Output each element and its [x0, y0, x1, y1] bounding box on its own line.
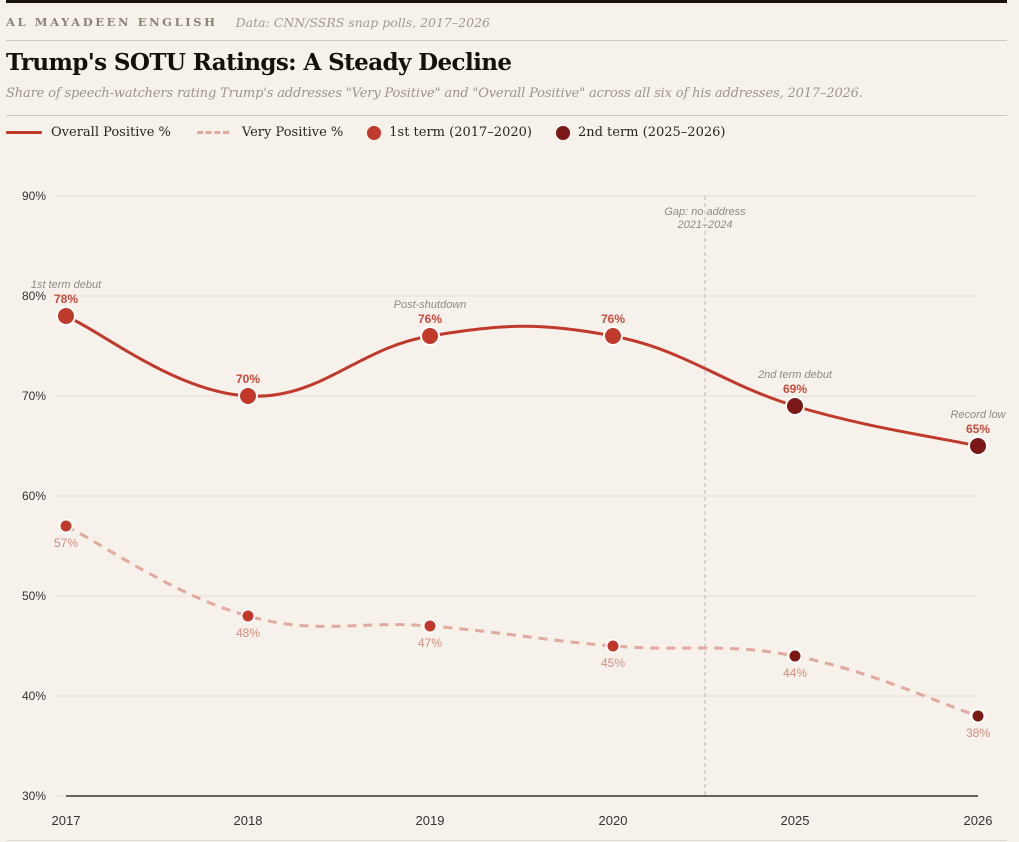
overall-positive-point	[238, 386, 258, 406]
very-positive-data-label: 44%	[783, 666, 807, 680]
very-positive-data-label: 38%	[966, 726, 990, 740]
y-tick-label: 30%	[22, 789, 46, 803]
overall-positive-point	[420, 326, 440, 346]
x-tick-label: 2025	[781, 813, 810, 828]
x-tick-label: 2018	[234, 813, 263, 828]
y-tick-label: 80%	[22, 289, 46, 303]
overall-positive-point	[56, 306, 76, 326]
y-tick-label: 60%	[22, 489, 46, 503]
dot-swatch-icon	[555, 125, 570, 140]
overall-positive-data-label: 76%	[601, 312, 625, 326]
y-tick-label: 70%	[22, 389, 46, 403]
divider	[6, 115, 1007, 116]
very-positive-data-label: 47%	[418, 636, 442, 650]
top-bar	[6, 0, 1007, 3]
very-positive-data-label: 48%	[236, 626, 260, 640]
overall-positive-point	[968, 436, 988, 456]
very-positive-point	[605, 638, 621, 654]
overall-positive-data-label: 69%	[783, 382, 807, 396]
overall-positive-point	[785, 396, 805, 416]
y-tick-label: 50%	[22, 589, 46, 603]
legend-item-overall: Overall Positive %	[6, 125, 171, 140]
solid-line-swatch-icon	[6, 131, 42, 134]
legend-label: 2nd term (2025–2026)	[577, 125, 726, 140]
legend-label: Very Positive %	[241, 125, 344, 140]
very-positive-line	[65, 524, 979, 718]
overall-positive-point	[603, 326, 623, 346]
line-chart: 90% 80% 70% 60% 50% 40% 30% 2017 2018 2019 2020 202…	[22, 189, 1007, 828]
legend-label: Overall Positive %	[51, 125, 171, 140]
y-tick-label: 40%	[22, 689, 46, 703]
x-tick-label: 2017	[52, 813, 81, 828]
very-positive-point	[422, 618, 438, 634]
annotation-label: Record low	[950, 409, 1006, 421]
chart-title: Trump's SOTU Ratings: A Steady Decline	[6, 49, 512, 76]
annotation-label: 1st term debut	[31, 279, 102, 291]
legend-item-first-term: 1st term (2017–2020)	[367, 125, 532, 140]
brand-name: AL MAYADEEN ENGLISH	[6, 15, 218, 29]
legend: Overall Positive % Very Positive % 1st t…	[6, 125, 749, 140]
overall-positive-line	[65, 314, 979, 448]
gap-marker-label: Gap: no address	[664, 206, 746, 218]
x-tick-label: 2026	[964, 813, 993, 828]
overall-positive-data-label: 70%	[236, 372, 260, 386]
x-tick-label: 2019	[416, 813, 445, 828]
legend-item-very: Very Positive %	[195, 125, 343, 140]
data-source: Data: CNN/SSRS snap polls, 2017–2026	[235, 14, 490, 30]
annotation-label: Post-shutdown	[394, 299, 467, 311]
very-positive-data-label: 45%	[601, 656, 625, 670]
very-positive-point	[240, 608, 256, 624]
dashed-line-swatch-icon	[196, 131, 229, 134]
very-positive-point	[970, 708, 986, 724]
legend-label: 1st term (2017–2020)	[389, 125, 532, 140]
annotation-label: 2nd term debut	[757, 369, 833, 381]
divider	[6, 840, 1007, 841]
y-tick-label: 90%	[22, 189, 46, 203]
very-positive-data-label: 57%	[54, 536, 78, 550]
x-tick-label: 2020	[599, 813, 628, 828]
very-positive-point	[787, 648, 803, 664]
overall-positive-data-label: 65%	[966, 422, 990, 436]
divider	[6, 40, 1007, 41]
overall-positive-data-label: 76%	[418, 312, 442, 326]
legend-item-second-term: 2nd term (2025–2026)	[555, 125, 726, 140]
very-positive-point	[58, 518, 74, 534]
gap-marker-label: 2021–2024	[676, 219, 732, 231]
chart-subtitle: Share of speech-watchers rating Trump's …	[6, 86, 863, 101]
masthead: AL MAYADEEN ENGLISH Data: CNN/SSRS snap …	[6, 12, 490, 32]
overall-positive-data-label: 78%	[54, 292, 78, 306]
dot-swatch-icon	[367, 125, 382, 140]
